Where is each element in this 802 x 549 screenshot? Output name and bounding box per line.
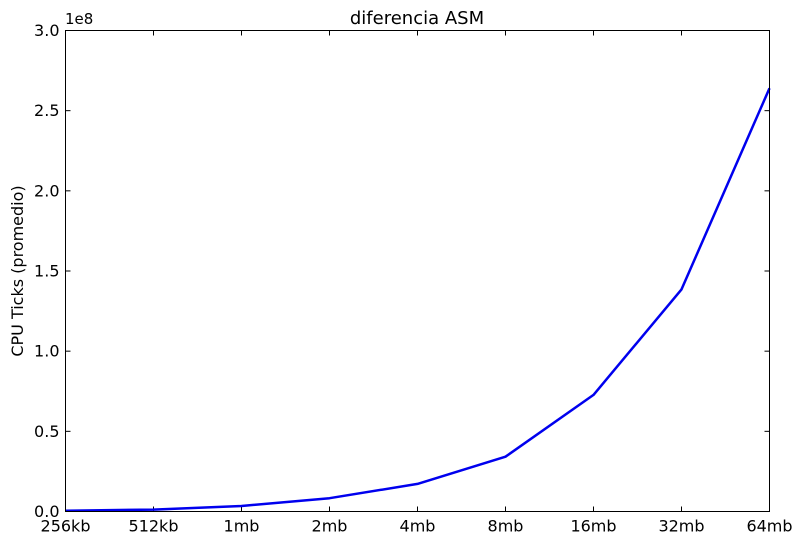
y-tick-label: 0.0 bbox=[34, 502, 59, 521]
chart-title: diferencia ASM bbox=[350, 8, 484, 29]
y-tick-label: 0.5 bbox=[34, 422, 59, 441]
y-axis-offset-label: 1e8 bbox=[65, 10, 93, 28]
x-tick-label: 64mb bbox=[746, 517, 792, 536]
x-tick-label: 1mb bbox=[224, 517, 260, 536]
y-tick-label: 1.5 bbox=[34, 262, 59, 281]
x-tick-label: 256kb bbox=[41, 517, 91, 536]
x-tick-label: 512kb bbox=[129, 517, 179, 536]
series-layer bbox=[65, 87, 771, 512]
y-tick-label: 2.0 bbox=[34, 181, 59, 200]
series-line bbox=[65, 87, 771, 512]
y-axis-label: CPU Ticks (promedio) bbox=[8, 185, 27, 356]
plot-frame bbox=[65, 30, 770, 512]
tick-labels: 256kb 512kb 1mb 2mb 4mb 8mb 16mb 32mb 64mb 0.0 0.5… bbox=[34, 21, 793, 536]
y-tick-label: 2.5 bbox=[34, 101, 59, 120]
y-tick-label: 3.0 bbox=[34, 21, 59, 40]
x-tick-label: 16mb bbox=[570, 517, 616, 536]
x-tick-label: 4mb bbox=[400, 517, 436, 536]
y-tick-label: 1.0 bbox=[34, 342, 59, 361]
axis-ticks bbox=[65, 30, 770, 512]
x-tick-label: 2mb bbox=[312, 517, 348, 536]
x-tick-label: 8mb bbox=[488, 517, 524, 536]
x-tick-label: 32mb bbox=[658, 517, 704, 536]
